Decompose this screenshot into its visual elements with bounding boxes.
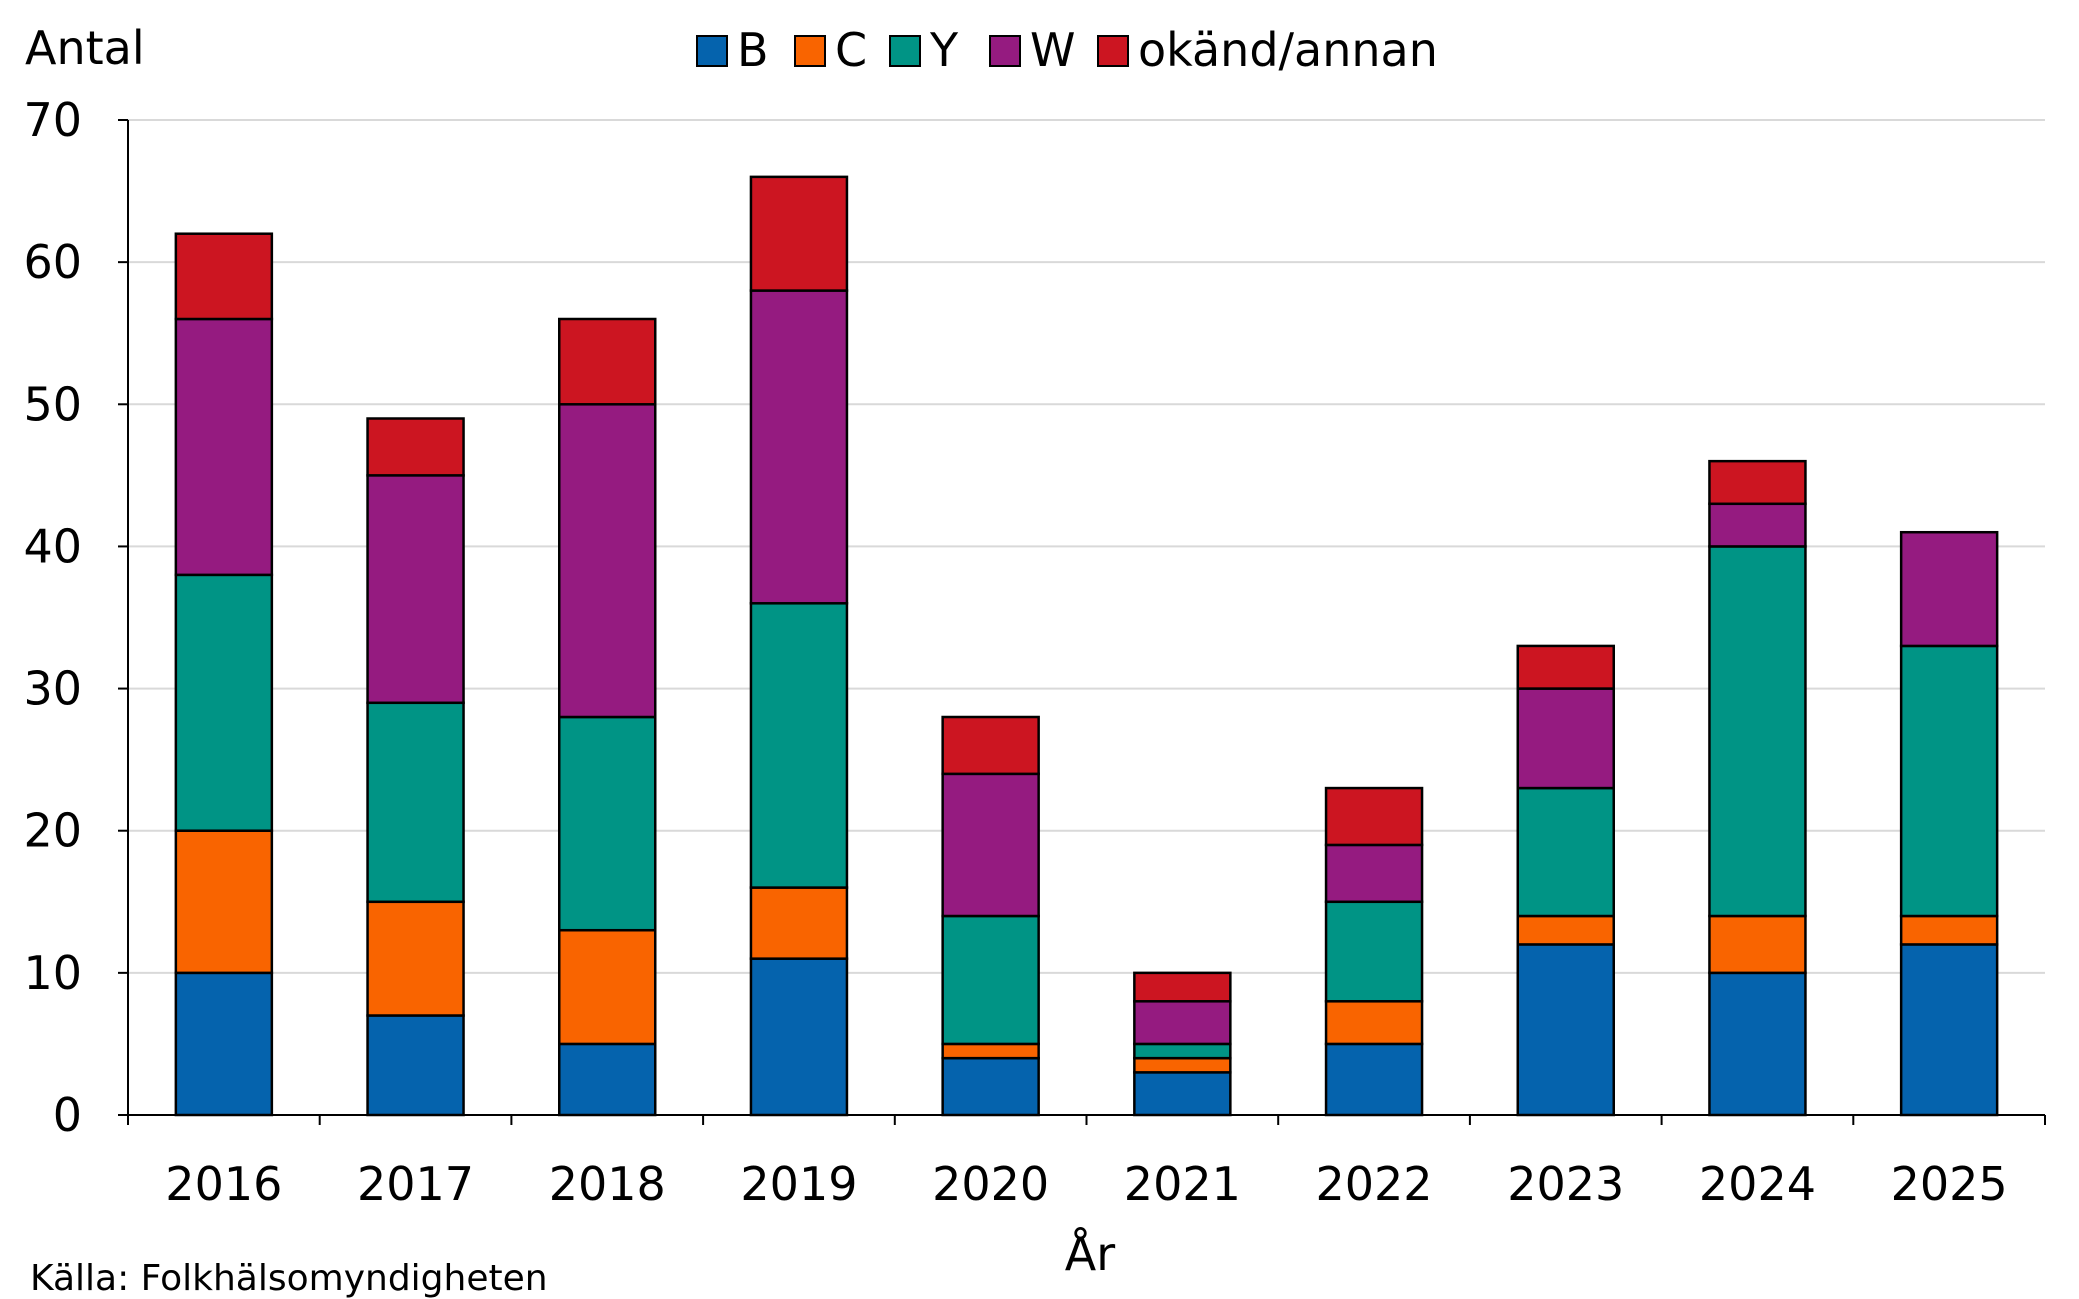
bar-segment-b-2023 xyxy=(1516,943,1615,1117)
legend-swatch xyxy=(1097,35,1129,67)
y-tick-label: 40 xyxy=(23,519,82,573)
bar-segment-c-2022 xyxy=(1324,1000,1424,1046)
bar-segment-c-2023 xyxy=(1516,914,1615,946)
bar-segment-ok-nd-annan-2022 xyxy=(1324,786,1424,847)
x-tick-label: 2022 xyxy=(1316,1157,1433,1211)
bar-segment-y-2022 xyxy=(1324,900,1424,1003)
bar-segment-b-2018 xyxy=(558,1042,657,1117)
x-tick-label: 2016 xyxy=(165,1157,282,1211)
bar-segment-w-2025 xyxy=(1899,530,1999,648)
legend-swatch xyxy=(989,35,1021,67)
legend-label: W xyxy=(1030,23,1075,77)
y-tick-label: 10 xyxy=(23,946,82,1000)
x-tick-label: 2025 xyxy=(1891,1157,2008,1211)
bar-segment-y-2020 xyxy=(941,914,1040,1046)
bar-segment-w-2016 xyxy=(174,317,274,577)
bar-segment-c-2019 xyxy=(749,886,849,960)
bar-segment-w-2018 xyxy=(558,403,657,719)
bar-segment-c-2017 xyxy=(366,900,465,1017)
x-tick-label: 2018 xyxy=(549,1157,666,1211)
x-tick-label: 2021 xyxy=(1124,1157,1241,1211)
bar-segment-w-2022 xyxy=(1324,843,1424,904)
bar-segment-b-2022 xyxy=(1324,1042,1424,1117)
y-tick-labels: 0 10 20 30 40 50 60 70 xyxy=(23,93,82,1142)
bar-segment-y-2018 xyxy=(558,715,657,932)
bar-segment-ok-nd-annan-2019 xyxy=(749,175,849,292)
bar-segment-c-2025 xyxy=(1899,914,1999,946)
bar-segment-w-2020 xyxy=(941,772,1040,918)
bar-segment-w-2021 xyxy=(1133,1000,1232,1046)
bar-segment-y-2024 xyxy=(1708,545,1807,918)
bar-segment-b-2017 xyxy=(366,1014,465,1117)
legend-label: Y xyxy=(929,23,959,77)
bar-segment-y-2017 xyxy=(366,701,465,904)
bar-segment-y-2025 xyxy=(1899,644,1999,918)
bar-segment-b-2025 xyxy=(1899,943,1999,1117)
bar-segment-c-2018 xyxy=(558,928,657,1046)
x-tick-label: 2017 xyxy=(357,1157,474,1211)
y-tick-label: 20 xyxy=(23,804,82,858)
bar-segment-ok-nd-annan-2017 xyxy=(366,417,465,477)
legend-label: B xyxy=(737,23,769,77)
y-tick-label: 50 xyxy=(23,377,82,431)
bar-segment-b-2016 xyxy=(174,971,274,1117)
legend-label: C xyxy=(835,23,867,77)
bar-segment-c-2021 xyxy=(1133,1056,1232,1074)
legend-swatch xyxy=(794,35,826,67)
bar-segment-b-2024 xyxy=(1708,971,1807,1117)
x-tick-label: 2023 xyxy=(1507,1157,1624,1211)
bar-segment-c-2020 xyxy=(941,1042,1040,1060)
source-note: Källa: Folkhälsomyndigheten xyxy=(30,1258,548,1299)
legend-label: okänd/annan xyxy=(1138,23,1438,77)
y-tick-label: 70 xyxy=(23,93,82,147)
legend-swatch xyxy=(696,35,728,67)
bar-segment-b-2021 xyxy=(1133,1071,1232,1117)
bar-segment-w-2024 xyxy=(1708,502,1807,548)
bar-segment-ok-nd-annan-2016 xyxy=(174,232,274,321)
legend-swatch xyxy=(889,35,921,67)
y-tick-label: 0 xyxy=(53,1088,82,1142)
x-tick-label: 2019 xyxy=(740,1157,857,1211)
bar-segment-c-2024 xyxy=(1708,914,1807,975)
bar-segment-ok-nd-annan-2021 xyxy=(1133,971,1232,1003)
x-tick-label: 2024 xyxy=(1699,1157,1816,1211)
bar-segment-y-2016 xyxy=(174,573,274,832)
bar-segment-ok-nd-annan-2024 xyxy=(1708,459,1807,506)
bar-segment-w-2023 xyxy=(1516,687,1615,790)
bar-segment-c-2016 xyxy=(174,829,274,975)
bars xyxy=(174,175,1999,1117)
y-tick-label: 30 xyxy=(23,662,82,716)
x-tick-labels: 2016 2017 2018 2019 2020 2021 2022 2023 2024 2025 xyxy=(127,1115,2046,1211)
bar-segment-ok-nd-annan-2018 xyxy=(558,317,657,406)
y-tick-label: 60 xyxy=(23,235,82,289)
bar-segment-y-2023 xyxy=(1516,786,1615,918)
bar-segment-w-2019 xyxy=(749,289,849,605)
x-axis-title: År xyxy=(1065,1227,1115,1281)
y-axis-title: Antal xyxy=(25,21,145,75)
bar-segment-b-2019 xyxy=(749,957,849,1117)
bar-segment-b-2020 xyxy=(941,1056,1040,1117)
bar-segment-y-2021 xyxy=(1133,1042,1232,1060)
bar-segment-w-2017 xyxy=(366,474,465,705)
bar-segment-ok-nd-annan-2023 xyxy=(1516,644,1615,690)
bar-segment-y-2019 xyxy=(749,602,849,889)
x-tick-label: 2020 xyxy=(932,1157,1049,1211)
bar-segment-ok-nd-annan-2020 xyxy=(941,715,1040,776)
